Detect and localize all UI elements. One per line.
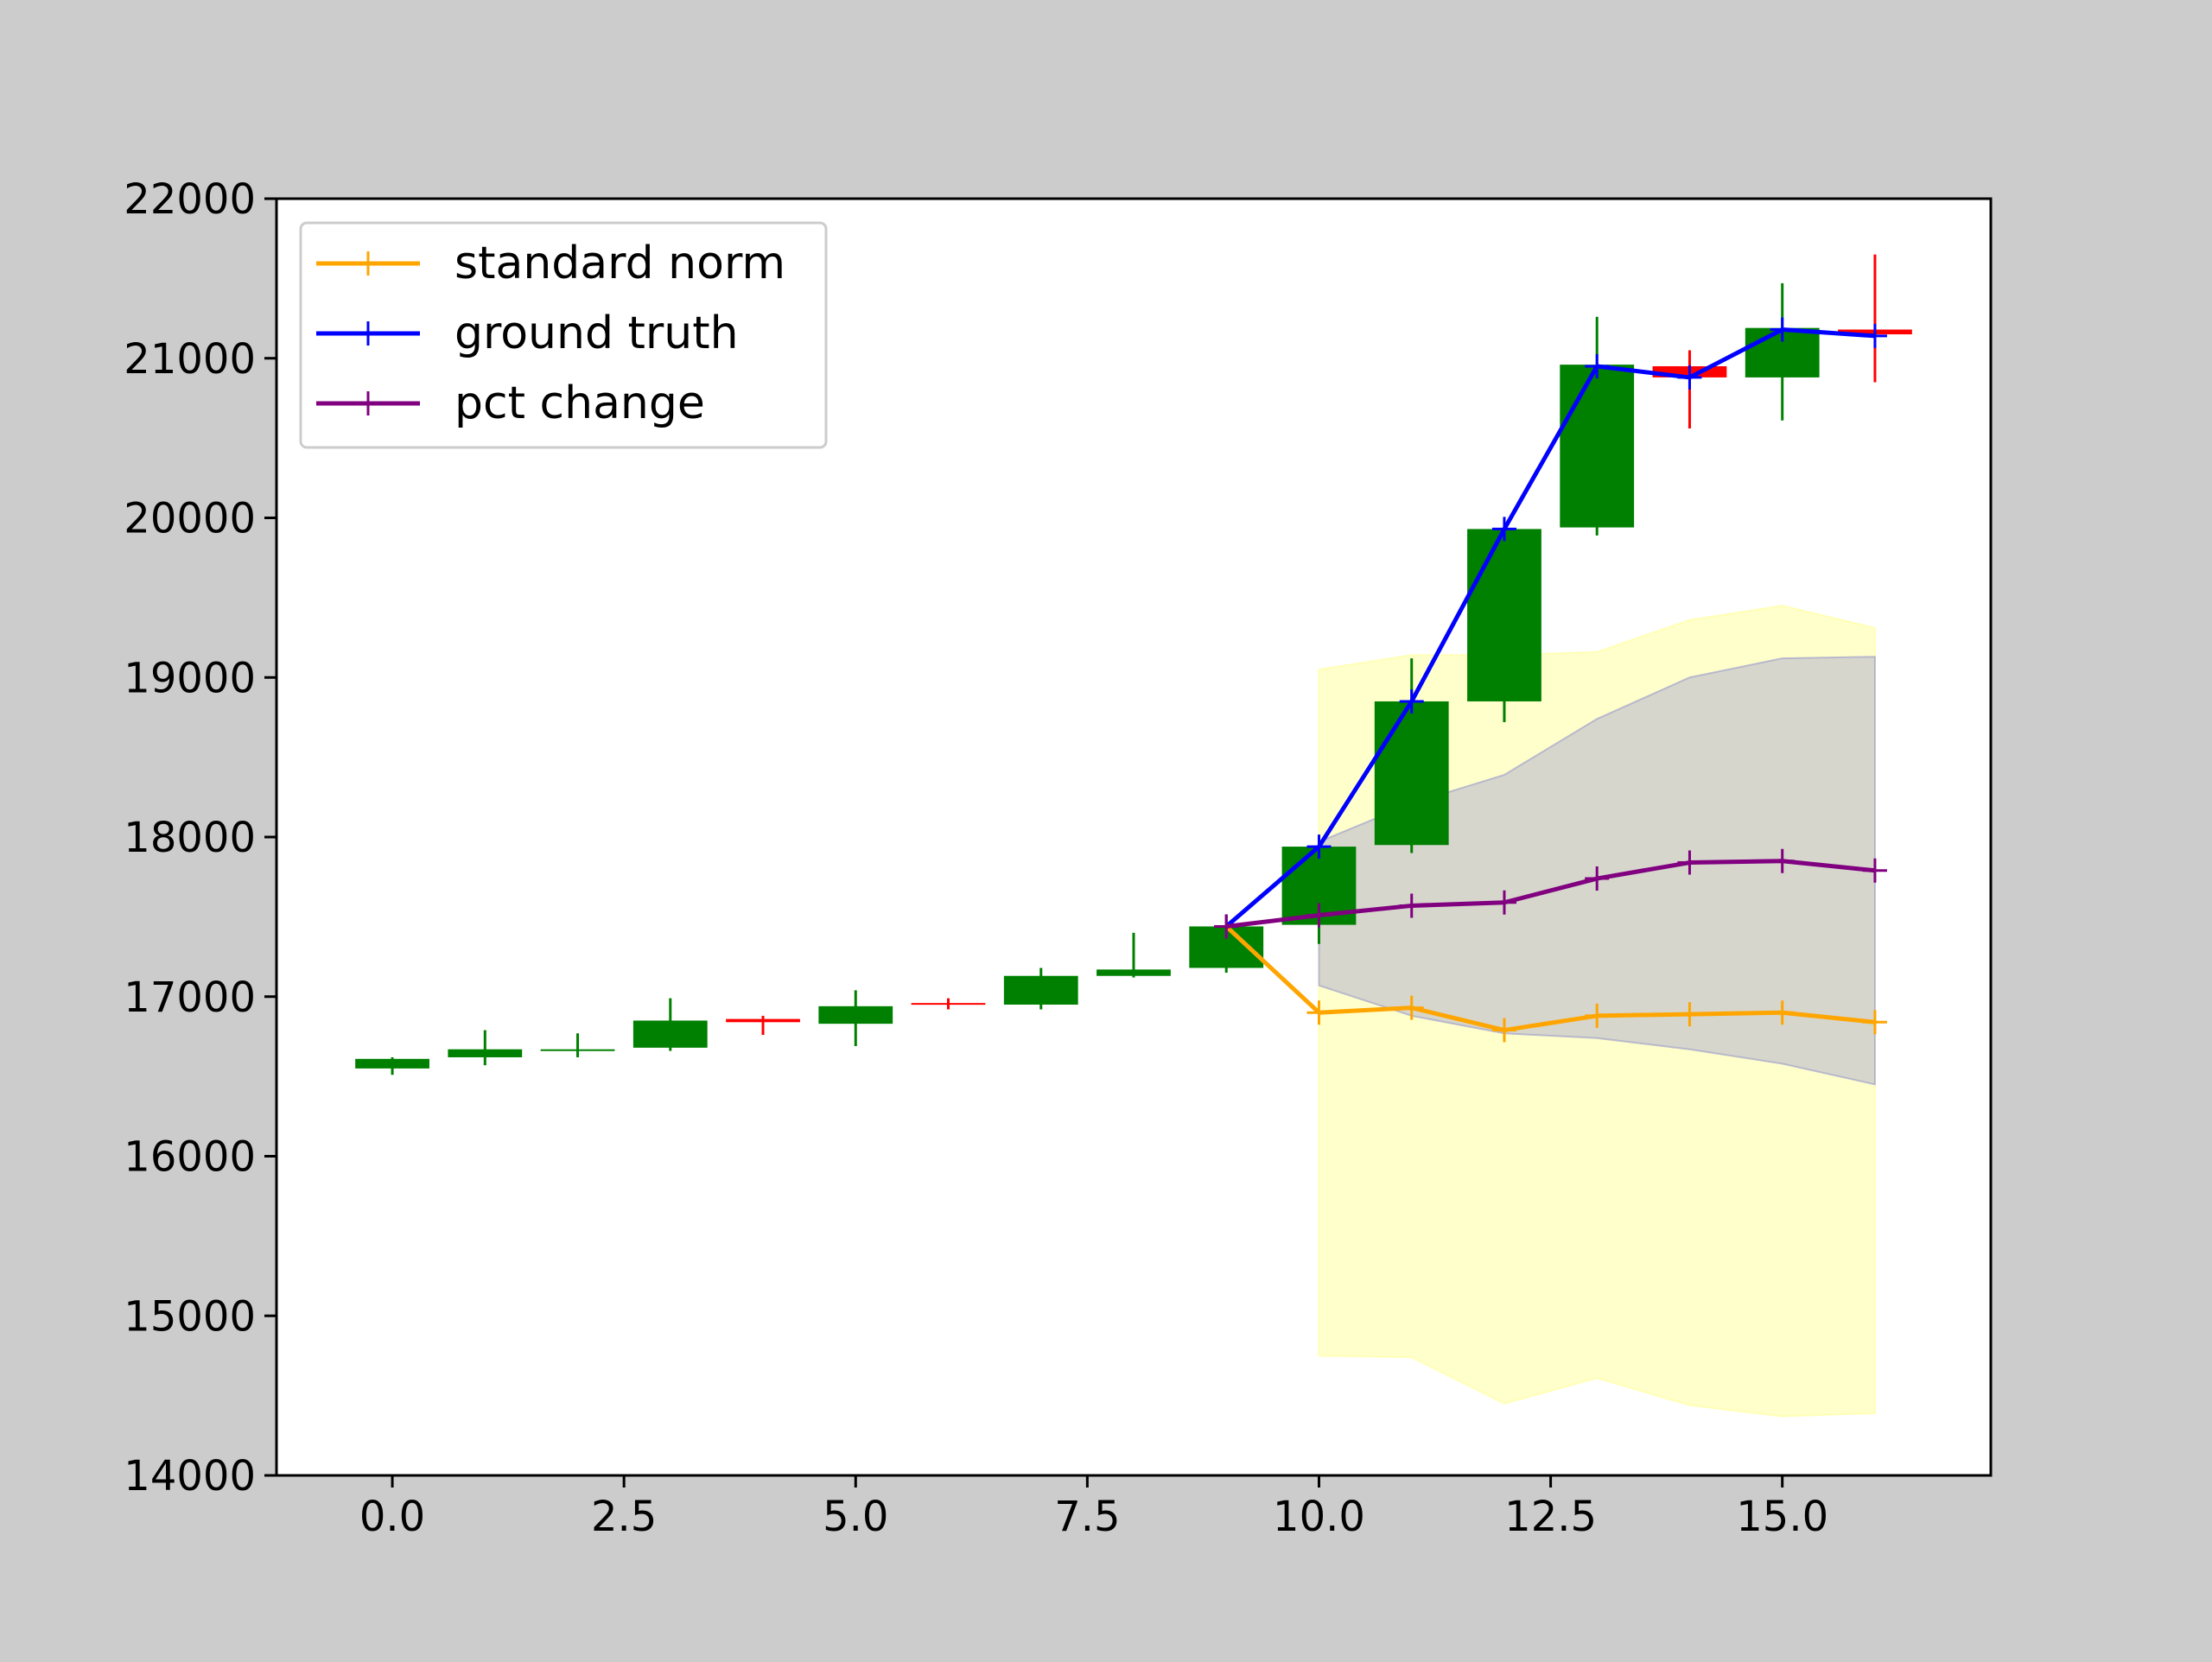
series-point-marker (1585, 353, 1610, 378)
legend: standard norm ground truth pct change (299, 221, 828, 449)
candlestick-body (726, 1018, 800, 1023)
series-point-marker (1677, 850, 1702, 875)
series-point-marker (1677, 1002, 1702, 1027)
candlestick-3 (632, 998, 708, 1051)
data-series (1214, 317, 1887, 1043)
x-tick-label: 10.0 (1273, 1493, 1365, 1541)
y-tick-label: 15000 (124, 1292, 256, 1341)
legend-entry: standard norm (316, 238, 785, 289)
y-axis: 14000 15000 16000 17000 18000 19000 20000 21000… (124, 175, 276, 1500)
series-line (1224, 327, 1876, 929)
x-axis: 0.0 2.5 5.0 7.5 10.0 12.5 15.0 (359, 1475, 1828, 1541)
legend-marker (356, 321, 380, 346)
x-tick-label: 0.0 (359, 1493, 425, 1541)
y-tick-label: 22000 (124, 175, 256, 224)
x-tick-label: 12.5 (1504, 1493, 1597, 1541)
candlestick-body (1374, 701, 1449, 846)
series-point-marker (1306, 834, 1332, 860)
x-tick-label: 2.5 (591, 1493, 657, 1541)
series-point-marker (1306, 1000, 1332, 1025)
legend-label: pct change (454, 377, 705, 429)
series-point-marker (1862, 858, 1887, 883)
candlestick-body (911, 1003, 986, 1005)
series-point-marker (1770, 1000, 1795, 1025)
y-tick-label: 21000 (124, 335, 256, 384)
series-pct-change (1214, 848, 1887, 939)
legend-entry: ground truth (316, 308, 739, 359)
series-point-marker (1585, 866, 1610, 891)
x-tick-label: 7.5 (1054, 1493, 1120, 1541)
candlestick-body (1467, 529, 1541, 701)
candlestick-5 (818, 990, 893, 1047)
legend-marker (356, 251, 380, 276)
legend-entry: pct change (316, 377, 705, 429)
candlestick-6 (911, 998, 986, 1010)
candlestick-body (1096, 969, 1171, 976)
series-point-marker (1399, 995, 1424, 1020)
legend-label: standard norm (454, 238, 785, 289)
series-line (1225, 859, 1876, 929)
series-point-marker (1862, 323, 1887, 348)
candlestick-12 (1467, 527, 1541, 722)
y-tick-label: 20000 (124, 495, 256, 543)
candlestick-body (818, 1005, 893, 1024)
candlestick-1 (448, 1030, 523, 1066)
candlestick-0 (355, 1056, 429, 1075)
legend-marker (356, 391, 380, 416)
candlestick-body (1003, 975, 1078, 1005)
series-point-marker (1585, 1003, 1610, 1028)
candlestick-body (540, 1049, 615, 1051)
legend-label: ground truth (454, 308, 739, 359)
series-point-marker (1491, 1018, 1516, 1043)
candlestick-body (448, 1049, 523, 1057)
legend-box (299, 221, 828, 449)
series-point-marker (1862, 1010, 1887, 1035)
series-point-marker (1770, 848, 1795, 873)
candlestick-8 (1096, 932, 1171, 978)
series-line (1224, 924, 1876, 1033)
series-point-marker (1770, 317, 1795, 342)
x-tick-label: 15.0 (1736, 1493, 1828, 1541)
series-point-marker (1399, 893, 1424, 918)
candlestick-body (355, 1058, 429, 1069)
series-point-marker (1491, 890, 1516, 915)
candlestick-4 (726, 1015, 800, 1036)
candlestick-13 (1560, 316, 1635, 536)
y-tick-label: 17000 (124, 974, 256, 1022)
candlestick-body (1560, 365, 1635, 528)
y-tick-label: 14000 (124, 1452, 256, 1500)
y-tick-label: 19000 (124, 654, 256, 702)
candlestick-7 (1003, 967, 1078, 1010)
series-point-marker (1306, 903, 1332, 928)
series-point-marker (1399, 688, 1424, 714)
series-point-marker (1491, 517, 1516, 542)
candlestick-body (632, 1020, 708, 1048)
candlestick-2 (540, 1033, 615, 1057)
x-tick-label: 5.0 (823, 1493, 888, 1541)
y-tick-label: 16000 (124, 1133, 256, 1182)
series-point-marker (1214, 914, 1239, 939)
y-tick-label: 18000 (124, 814, 256, 862)
series-point-marker (1677, 365, 1702, 390)
